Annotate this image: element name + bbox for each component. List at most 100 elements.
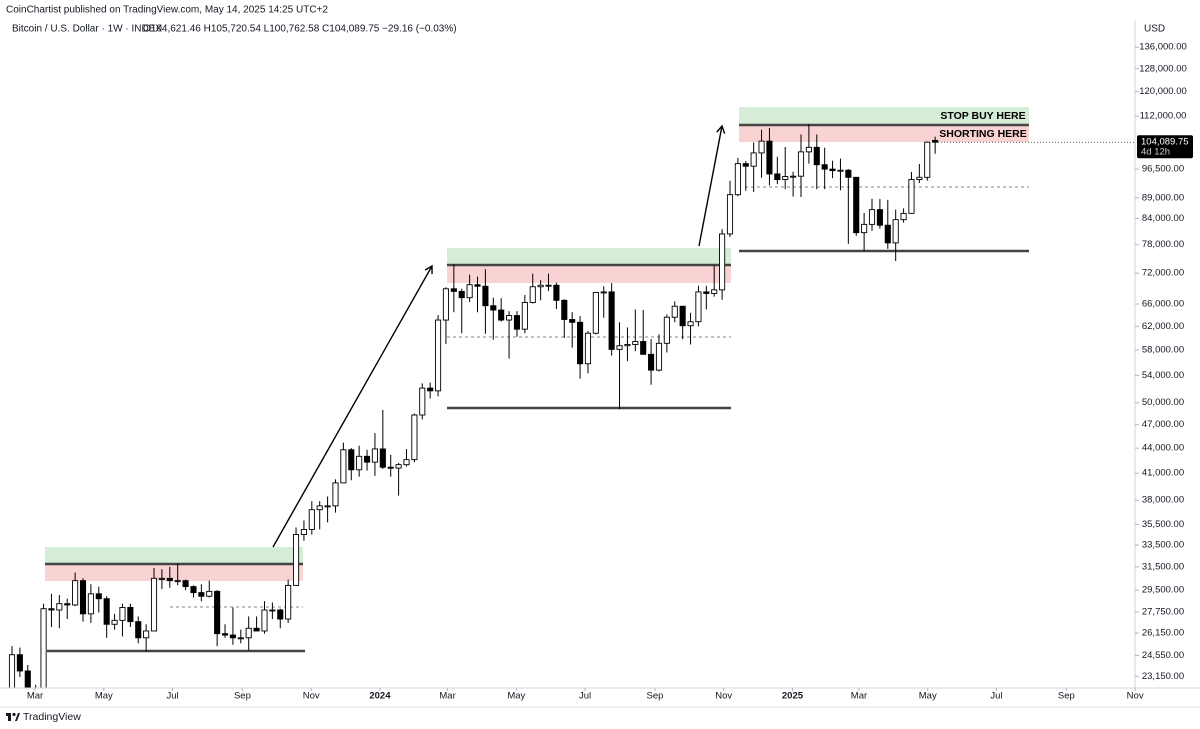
green-zone <box>739 107 1029 125</box>
candle-body <box>79 580 87 615</box>
x-tick-label: May <box>95 691 113 702</box>
candle-body <box>513 315 521 330</box>
arrow <box>698 124 726 247</box>
candle-body <box>726 194 734 235</box>
candle-body <box>119 607 126 621</box>
x-tick-label: Mar <box>439 691 455 702</box>
symbol: Bitcoin / U.S. Dollar · 1W · INDEX <box>12 24 162 35</box>
candle-body <box>695 291 702 323</box>
y-tick-label: 62,000.00 <box>1142 321 1184 332</box>
candle-body <box>648 353 655 371</box>
candle-body <box>916 176 923 181</box>
candle-body <box>277 609 284 620</box>
candle-body <box>577 321 584 365</box>
y-tick-label: 72,000.00 <box>1142 268 1184 279</box>
published-line: CoinChartist published on TradingView.co… <box>6 5 328 16</box>
candle-body <box>111 619 118 625</box>
y-tick-label: 44,000.00 <box>1142 443 1184 454</box>
x-tick-label: Mar <box>27 691 43 702</box>
candle-body <box>774 173 781 181</box>
x-tick-label: Jul <box>579 691 591 702</box>
candle-body <box>711 289 718 294</box>
candle-body <box>379 448 386 468</box>
candle-body <box>95 593 102 600</box>
y-tick-label: 112,000.00 <box>1140 111 1187 122</box>
candle-body <box>529 286 536 303</box>
candle-body <box>127 607 134 623</box>
y-tick-label: 50,000.00 <box>1142 397 1184 408</box>
candle-body <box>8 654 16 688</box>
candle-body <box>103 598 110 625</box>
brand-name: TradingView <box>23 711 81 723</box>
candle-body <box>861 223 868 234</box>
x-tick-label: Nov <box>1127 691 1144 702</box>
candle-body <box>750 152 757 167</box>
candle-body <box>640 341 647 355</box>
candle-body <box>908 179 915 214</box>
x-tick-label: Jul <box>166 691 178 702</box>
candle-body <box>419 387 426 416</box>
candle-body <box>900 212 907 221</box>
candle-body <box>442 288 450 321</box>
candles <box>8 123 939 688</box>
candle-body <box>395 464 402 469</box>
candle-body <box>482 285 489 307</box>
green-zone <box>45 547 303 563</box>
candle-body <box>356 455 363 471</box>
annotation: STOP BUY HERE <box>940 110 1025 122</box>
y-tick-label: 41,000.00 <box>1142 468 1184 479</box>
candle-body <box>821 164 828 170</box>
candle-body <box>703 291 710 294</box>
x-tick-label: Sep <box>647 691 664 702</box>
x-tick-label: Nov <box>303 691 320 702</box>
zones: STOP BUY HERE SHORTING HERE <box>45 107 1029 653</box>
candle-body <box>766 140 773 175</box>
candle-body <box>237 637 244 640</box>
candle-body <box>624 344 631 347</box>
candle-body <box>742 163 749 167</box>
candle-body <box>150 577 158 632</box>
candle-body <box>868 209 876 225</box>
annotation: SHORTING HERE <box>939 128 1027 140</box>
last-price-tag <box>1137 135 1193 159</box>
candle-body <box>166 577 173 582</box>
candle-body <box>797 151 805 177</box>
candle-body <box>40 608 47 688</box>
candle-body <box>64 603 71 606</box>
candle-body <box>569 319 576 323</box>
candle-body <box>608 291 615 350</box>
candle-body <box>56 603 63 611</box>
y-tick-label: 47,000.00 <box>1142 419 1184 430</box>
candle-body <box>829 168 836 172</box>
y-tick-label: 24,550.00 <box>1142 650 1184 661</box>
candle-body <box>845 169 852 178</box>
y-tick-label: 120,000.00 <box>1139 86 1187 97</box>
candle-body <box>364 455 371 463</box>
red-zone <box>447 265 731 283</box>
candle-body <box>584 332 592 365</box>
y-tick-label: 96,500.00 <box>1142 164 1184 175</box>
red-zone <box>45 563 303 581</box>
candle-body <box>616 345 623 350</box>
x-tick-label: Nov <box>715 691 732 702</box>
candle-body <box>16 654 23 672</box>
countdown-label: 4d 12h <box>1141 147 1170 158</box>
x-tick-label: Sep <box>1058 691 1075 702</box>
candle-body <box>348 449 355 471</box>
candle-body <box>490 305 497 311</box>
candle-body <box>371 448 378 463</box>
candle-body <box>632 341 639 345</box>
brand-logo <box>6 712 20 721</box>
y-tick-label: 38,000.00 <box>1142 495 1184 506</box>
candle-body <box>671 305 678 318</box>
candle-body <box>466 284 473 299</box>
y-tick-label: 35,500.00 <box>1142 519 1184 530</box>
candle-body <box>498 309 505 321</box>
candle-body <box>87 593 94 615</box>
candle-body <box>592 291 599 334</box>
candle-body <box>324 505 331 508</box>
candle-body <box>190 586 197 594</box>
candle-body <box>198 592 205 597</box>
y-tick-label: 136,000.00 <box>1139 42 1187 53</box>
